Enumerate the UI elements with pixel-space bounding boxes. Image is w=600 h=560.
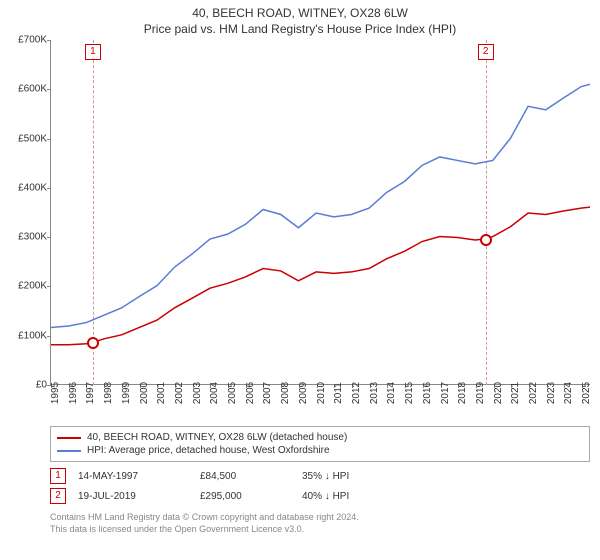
transaction-row: 2 19-JUL-2019 £295,000 40% ↓ HPI <box>50 486 590 506</box>
plot-region: £0£100K£200K£300K£400K£500K£600K£700K12 <box>50 40 590 385</box>
y-axis-label: £500K <box>3 133 47 144</box>
marker-point-icon <box>480 234 492 246</box>
series-line-property <box>51 207 590 345</box>
transaction-hpi-delta: 35% ↓ HPI <box>302 471 392 482</box>
legend-label: 40, BEECH ROAD, WITNEY, OX28 6LW (detach… <box>87 432 347 443</box>
transaction-price: £84,500 <box>200 471 290 482</box>
footer-line-1: Contains HM Land Registry data © Crown c… <box>50 512 590 524</box>
y-axis-label: £600K <box>3 84 47 95</box>
chart-title: 40, BEECH ROAD, WITNEY, OX28 6LW <box>0 0 600 20</box>
chart-container: 40, BEECH ROAD, WITNEY, OX28 6LW Price p… <box>0 0 600 560</box>
transaction-hpi-delta: 40% ↓ HPI <box>302 491 392 502</box>
y-axis-label: £200K <box>3 281 47 292</box>
transaction-date: 14-MAY-1997 <box>78 471 188 482</box>
transaction-marker-icon: 1 <box>50 468 66 484</box>
x-axis-label: 2025 <box>581 382 600 404</box>
transaction-date: 19-JUL-2019 <box>78 491 188 502</box>
marker-label-box: 2 <box>478 44 494 60</box>
legend-swatch-icon <box>57 437 81 439</box>
y-axis-label: £400K <box>3 182 47 193</box>
footer-attribution: Contains HM Land Registry data © Crown c… <box>50 512 590 535</box>
marker-label-box: 1 <box>85 44 101 60</box>
chart-subtitle: Price paid vs. HM Land Registry's House … <box>0 20 600 40</box>
transaction-marker-icon: 2 <box>50 488 66 504</box>
y-axis-label: £300K <box>3 232 47 243</box>
marker-point-icon <box>87 337 99 349</box>
transaction-row: 1 14-MAY-1997 £84,500 35% ↓ HPI <box>50 466 590 486</box>
line-series-svg <box>51 40 590 384</box>
y-axis-label: £700K <box>3 35 47 46</box>
series-line-hpi <box>51 84 590 327</box>
legend-swatch-icon <box>57 450 81 452</box>
legend-item: HPI: Average price, detached house, West… <box>57 444 583 457</box>
chart-area: £0£100K£200K£300K£400K£500K£600K£700K12 … <box>50 40 590 420</box>
transactions-table: 1 14-MAY-1997 £84,500 35% ↓ HPI 2 19-JUL-2019… <box>50 466 590 506</box>
legend-label: HPI: Average price, detached house, West… <box>87 445 330 456</box>
legend: 40, BEECH ROAD, WITNEY, OX28 6LW (detach… <box>50 426 590 462</box>
y-axis-label: £100K <box>3 330 47 341</box>
y-axis-label: £0 <box>3 380 47 391</box>
legend-item: 40, BEECH ROAD, WITNEY, OX28 6LW (detach… <box>57 431 583 444</box>
transaction-price: £295,000 <box>200 491 290 502</box>
footer-line-2: This data is licensed under the Open Gov… <box>50 524 590 536</box>
